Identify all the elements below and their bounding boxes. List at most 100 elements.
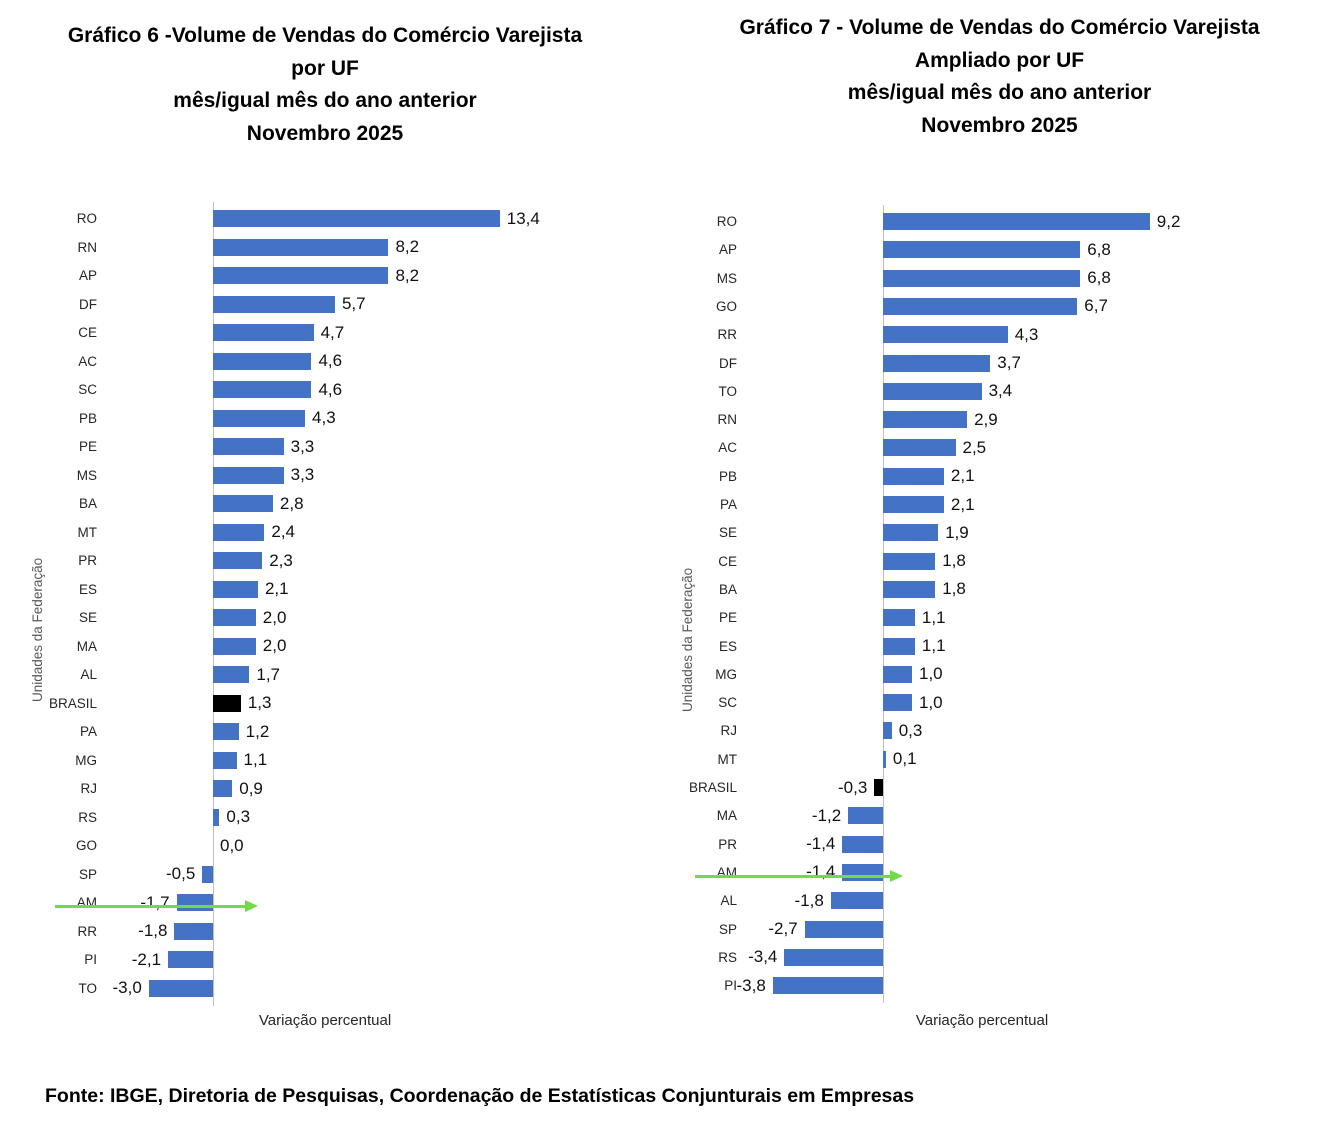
category-label-rr: RR bbox=[77, 923, 98, 939]
value-label-ms: 6,8 bbox=[1087, 268, 1111, 288]
brasil-highlight-bar bbox=[874, 779, 883, 796]
value-label-se: 2,0 bbox=[262, 607, 287, 627]
bar-se bbox=[213, 609, 256, 626]
value-label-pi: -3,8 bbox=[736, 975, 766, 995]
bar-pe bbox=[883, 609, 915, 627]
value-label-ms: 3,3 bbox=[290, 465, 315, 484]
value-label-rs: 0,3 bbox=[226, 807, 251, 826]
value-label-ac: 2,5 bbox=[962, 437, 987, 457]
bar-ce bbox=[213, 324, 314, 341]
category-label-mt: MT bbox=[717, 751, 738, 767]
value-label-sc: 1,0 bbox=[919, 692, 943, 712]
title-line-2: Ampliado por UF bbox=[914, 48, 1085, 72]
bar-rr bbox=[883, 326, 1008, 344]
bar-pb bbox=[883, 467, 944, 485]
category-label-sc: SC bbox=[718, 695, 737, 711]
value-label-al: -1,8 bbox=[794, 890, 824, 910]
category-label-df: DF bbox=[79, 296, 97, 312]
category-label-brasil: BRASIL bbox=[688, 780, 737, 795]
title-line-3: mês/igual mês do ano anterior bbox=[847, 81, 1152, 104]
value-label-rr: -1,8 bbox=[138, 921, 168, 940]
category-label-ro: RO bbox=[76, 211, 97, 226]
bar-plot-grafico-7: RO 9,2 AP 6,8 MS 6,8 GO 6,7 RR 4,3 DF 3,7 TO 3,4 RN 2,9… bbox=[689, 205, 1280, 1004]
highlight-arrow-line bbox=[695, 874, 892, 878]
bar-mg bbox=[213, 751, 237, 769]
category-label-am: AM bbox=[76, 895, 97, 910]
bar-sp bbox=[202, 865, 213, 883]
highlight-arrow-line bbox=[55, 905, 247, 908]
bar-plot-grafico-6: RO 13,4 RN 8,2 AP 8,2 DF 5,7 CE 4,7 AC 4,6 SC 4,6 PB 4,… bbox=[49, 202, 640, 1006]
value-label-pb: 4,3 bbox=[312, 408, 336, 427]
bar-rs bbox=[213, 808, 220, 826]
value-label-ro: 9,2 bbox=[1156, 211, 1181, 231]
x-axis-title-right: Variação percentual bbox=[915, 1012, 1049, 1029]
category-label-am: AM bbox=[716, 864, 737, 880]
category-label-pi: PI bbox=[724, 978, 737, 994]
value-label-mg: 1,1 bbox=[243, 750, 268, 769]
category-label-rn: RN bbox=[717, 412, 738, 428]
bar-ac bbox=[213, 352, 312, 370]
bar-pa bbox=[883, 496, 944, 513]
category-label-se: SE bbox=[718, 525, 737, 541]
bar-go bbox=[883, 297, 1078, 315]
value-label-ma: -1,2 bbox=[811, 805, 842, 825]
bar-mg bbox=[883, 665, 912, 683]
value-label-df: 3,7 bbox=[997, 353, 1021, 372]
category-label-se: SE bbox=[78, 610, 97, 625]
value-label-es: 1,1 bbox=[921, 636, 946, 655]
bar-al bbox=[830, 892, 883, 910]
category-label-ap: AP bbox=[78, 268, 97, 283]
title-line-2: por UF bbox=[291, 56, 359, 80]
bar-rn bbox=[213, 238, 389, 256]
bar-ba bbox=[883, 580, 936, 598]
value-label-rj: 0,9 bbox=[239, 778, 263, 798]
value-label-rn: 2,9 bbox=[974, 409, 998, 429]
value-label-pi: -2,1 bbox=[131, 949, 162, 969]
highlight-arrow-head bbox=[245, 900, 258, 912]
title-line-3: mês/igual mês do ano anterior bbox=[173, 89, 477, 112]
value-label-mt: 0,1 bbox=[892, 749, 917, 769]
bar-ac bbox=[883, 439, 956, 457]
title-line-4: Novembro 2025 bbox=[921, 113, 1078, 137]
value-label-ro: 13,4 bbox=[506, 208, 540, 228]
category-label-ce: CE bbox=[718, 553, 737, 569]
category-label-rr: RR bbox=[717, 327, 738, 343]
bar-ms bbox=[883, 269, 1081, 287]
bar-pa bbox=[213, 723, 239, 740]
value-label-pe: 3,3 bbox=[290, 436, 315, 456]
bar-sp bbox=[804, 920, 883, 938]
value-label-pr: 2,3 bbox=[269, 550, 293, 570]
bar-ro bbox=[213, 210, 500, 227]
bar-pb bbox=[213, 409, 306, 427]
value-label-go: 6,7 bbox=[1084, 296, 1108, 316]
category-label-ce: CE bbox=[78, 325, 97, 340]
zero-axis-line bbox=[883, 205, 884, 1004]
bar-sc bbox=[213, 381, 312, 398]
category-label-pi: PI bbox=[84, 952, 97, 967]
category-label-ma: MA bbox=[716, 808, 737, 824]
category-label-pr: PR bbox=[718, 836, 737, 852]
category-label-mg: MG bbox=[75, 752, 97, 768]
category-label-brasil: BRASIL bbox=[48, 695, 97, 711]
category-label-rn: RN bbox=[77, 239, 98, 255]
value-label-pe: 1,1 bbox=[921, 607, 946, 627]
category-label-ac: AC bbox=[78, 353, 97, 369]
value-label-rj: 0,3 bbox=[898, 720, 923, 740]
bar-mt bbox=[883, 750, 886, 768]
title-line-4: Novembro 2025 bbox=[246, 121, 404, 145]
bar-pe bbox=[213, 438, 284, 455]
category-label-ro: RO bbox=[716, 214, 737, 229]
category-label-al: AL bbox=[80, 667, 97, 682]
bar-ro bbox=[883, 213, 1150, 230]
value-label-sp: -2,7 bbox=[768, 919, 798, 938]
category-label-ac: AC bbox=[718, 440, 737, 456]
category-label-es: ES bbox=[78, 581, 97, 597]
value-label-ce: 4,7 bbox=[320, 322, 345, 342]
bar-pr bbox=[213, 552, 263, 569]
bar-rj bbox=[213, 780, 233, 797]
value-label-brasil: 1,3 bbox=[247, 693, 272, 712]
category-label-rs: RS bbox=[718, 949, 737, 965]
category-label-to: TO bbox=[78, 980, 97, 996]
category-label-go: GO bbox=[75, 838, 97, 853]
